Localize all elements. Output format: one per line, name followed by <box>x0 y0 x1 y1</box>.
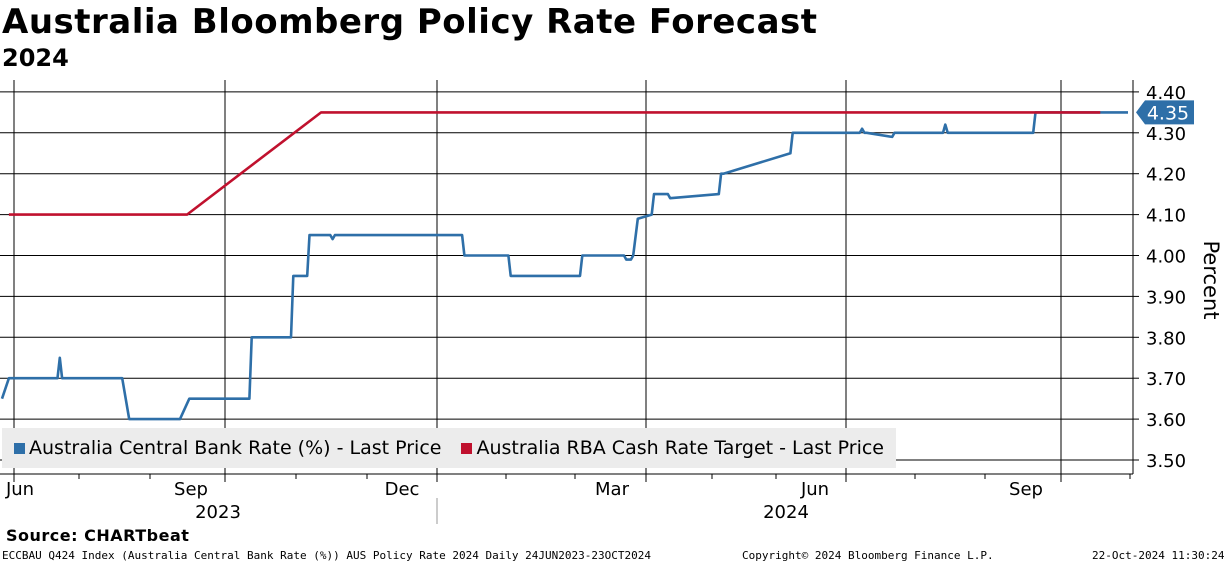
chart-title: Australia Bloomberg Policy Rate Forecast <box>2 2 818 42</box>
footer-copyright: Copyright© 2024 Bloomberg Finance L.P. <box>742 549 994 562</box>
series-line-1 <box>8 111 1101 216</box>
x-tick-label-jun-0: Jun <box>5 479 34 500</box>
last-value-label: 4.35 <box>1147 102 1189 124</box>
legend-swatch-blue <box>14 442 25 454</box>
footer-timestamp: 22-Oct-2024 11:30:24 <box>1092 549 1224 562</box>
y-tick-label-4.40: 4.40 <box>1146 83 1186 104</box>
y-tick-label-3.60: 3.60 <box>1146 410 1186 431</box>
legend-swatch-red <box>461 442 473 454</box>
x-tick-label-mar-3: Mar <box>595 479 630 500</box>
axes: 3.50 3.60 3.70 3.80 3.90 4.00 4.10 4.20 4.30 4.40… <box>0 80 1223 524</box>
x-year-label-2023: 2023 <box>195 502 241 523</box>
x-tick-label-sep-1: Sep <box>174 479 208 500</box>
x-tick-label-sep-5: Sep <box>1009 479 1043 500</box>
legend-label-cash-rate-target: Australia RBA Cash Rate Target - Last Pr… <box>476 437 884 459</box>
last-value-callout: 4.35 <box>1136 100 1194 125</box>
legend-item-central-bank-rate[interactable]: Australia Central Bank Rate (%) - Last P… <box>14 437 441 459</box>
y-tick-label-3.50: 3.50 <box>1146 451 1186 472</box>
legend-item-cash-rate-target[interactable]: Australia RBA Cash Rate Target - Last Pr… <box>461 437 884 459</box>
last-value-marker <box>1136 100 1194 125</box>
source-note: Source: CHARTbeat <box>6 526 190 545</box>
y-tick-label-4.20: 4.20 <box>1146 165 1186 186</box>
y-tick-label-3.80: 3.80 <box>1146 328 1186 349</box>
y-tick-label-3.90: 3.90 <box>1146 287 1186 308</box>
x-year-label-2024: 2024 <box>763 502 809 523</box>
gridlines <box>0 80 1133 474</box>
x-tick-label-jun-4: Jun <box>800 479 829 500</box>
series-lines <box>0 111 1128 421</box>
y-axis-label: Percent <box>1199 240 1223 319</box>
x-tick-label-dec-2: Dec <box>385 479 420 500</box>
chart-legend: Australia Central Bank Rate (%) - Last P… <box>2 428 896 468</box>
y-tick-label-3.70: 3.70 <box>1146 369 1186 390</box>
series-line-0 <box>0 111 1128 421</box>
y-tick-label-4.10: 4.10 <box>1146 206 1186 227</box>
legend-label-central-bank-rate: Australia Central Bank Rate (%) - Last P… <box>29 437 442 459</box>
footer-ticker-info: ECCBAU Q424 Index (Australia Central Ban… <box>2 549 652 562</box>
chart-subtitle: 2024 <box>2 44 69 72</box>
y-tick-label-4.30: 4.30 <box>1146 124 1186 145</box>
y-tick-label-4.00: 4.00 <box>1146 247 1186 268</box>
